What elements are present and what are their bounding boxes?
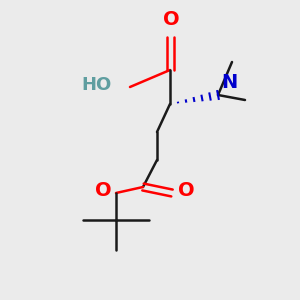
Text: N: N bbox=[221, 73, 237, 92]
Text: HO: HO bbox=[82, 76, 112, 94]
Text: O: O bbox=[95, 181, 112, 200]
Text: O: O bbox=[163, 10, 179, 29]
Text: O: O bbox=[178, 182, 195, 200]
